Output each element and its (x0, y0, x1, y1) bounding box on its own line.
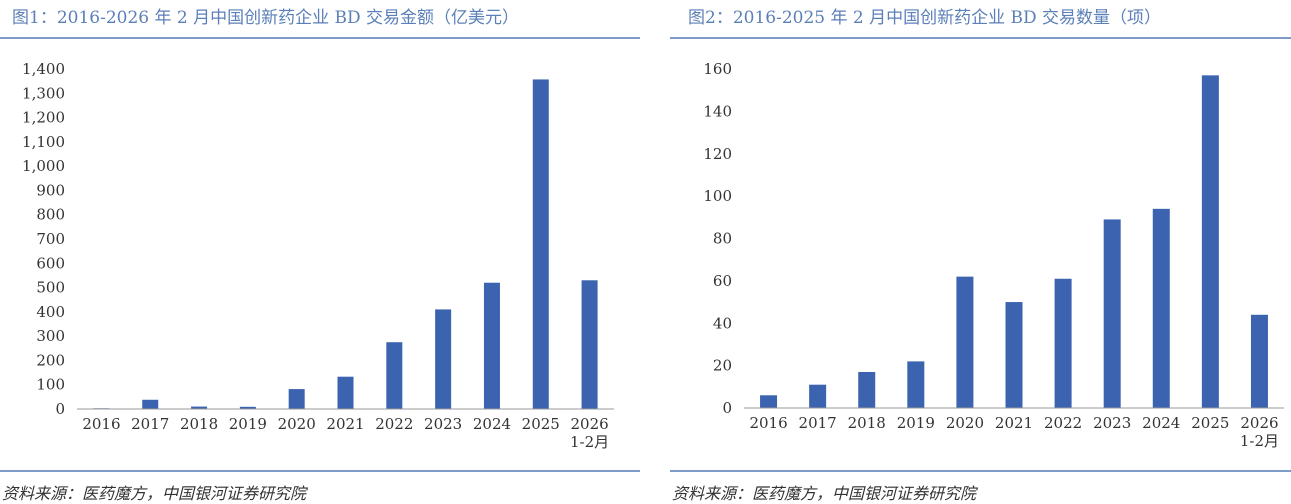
y-tick-label: 20 (713, 357, 732, 375)
y-tick-label: 80 (713, 230, 732, 248)
x-tick-label: 2016 (82, 415, 120, 433)
x-tick-label: 2024 (1142, 414, 1180, 432)
y-tick-label: 1,400 (22, 60, 65, 78)
bar (435, 309, 452, 409)
y-tick-label: 300 (36, 327, 65, 345)
x-tick-label: 2026 (570, 415, 608, 433)
y-tick-label: 900 (36, 181, 65, 199)
source-note: 资料来源：医药魔方，中国银河证券研究院 (2, 484, 307, 503)
title-divider (0, 37, 640, 39)
bar (532, 79, 549, 409)
x-tick-label: 2021 (995, 414, 1033, 432)
x-tick-label: 2019 (229, 415, 267, 433)
x-tick-label: 2018 (848, 414, 886, 432)
x-tick-label: 2022 (375, 415, 413, 433)
bar (288, 389, 305, 409)
x-tick-label: 2016 (749, 414, 787, 432)
bar (483, 282, 500, 409)
y-tick-label: 700 (36, 230, 65, 248)
x-tick-label: 2025 (522, 415, 560, 433)
x-tick-label: 2017 (131, 415, 169, 433)
bar (1250, 314, 1268, 408)
x-tick-label: 2024 (473, 415, 511, 433)
bar (1054, 278, 1072, 408)
x-tick-label: 2025 (1191, 414, 1229, 432)
x-tick-label: 1-2月 (570, 433, 609, 450)
bar (1103, 219, 1121, 408)
bar (191, 406, 208, 409)
y-tick-label: 120 (703, 145, 732, 163)
x-tick-label: 2023 (1093, 414, 1131, 432)
source-note: 资料来源：医药魔方，中国银河证券研究院 (672, 484, 977, 503)
y-tick-label: 100 (36, 376, 65, 394)
x-tick-label: 2020 (278, 415, 316, 433)
y-tick-label: 140 (703, 102, 732, 120)
y-tick-label: 60 (713, 272, 732, 290)
x-tick-label: 1-2月 (1240, 432, 1279, 450)
bottom-divider (670, 470, 1291, 472)
y-tick-label: 40 (713, 314, 732, 332)
y-tick-label: 1,300 (22, 84, 65, 102)
x-tick-label: 2021 (326, 415, 364, 433)
bar (386, 342, 403, 409)
y-tick-label: 100 (703, 187, 732, 205)
x-tick-label: 2020 (946, 414, 984, 432)
y-tick-label: 1,100 (22, 133, 65, 151)
bar-chart-amount: 0 100 200 300 400 500 600 700 800 900 1,000 1,100 1,… (22, 60, 614, 450)
y-tick-label: 800 (36, 206, 65, 224)
y-tick-label: 1,000 (22, 157, 65, 175)
bar (858, 371, 876, 408)
bar (907, 361, 925, 408)
bar (337, 376, 354, 409)
x-tick-label: 2017 (799, 414, 837, 432)
x-tick-label: 2026 (1240, 414, 1278, 432)
bar (581, 280, 598, 409)
y-tick-label: 0 (722, 399, 732, 417)
title-divider (670, 37, 1291, 39)
y-tick-label: 600 (36, 254, 65, 272)
bar (142, 399, 159, 409)
y-tick-label: 400 (36, 303, 65, 321)
x-tick-label: 2023 (424, 415, 462, 433)
x-tick-label: 2022 (1044, 414, 1082, 432)
y-tick-label: 200 (36, 351, 65, 369)
chart-title: 图2：2016-2025 年 2 月中国创新药企业 BD 交易数量（项） (688, 8, 1162, 28)
chart-panel-left: 图1：2016-2026 年 2 月中国创新药企业 BD 交易金额（亿美元） 0… (0, 0, 640, 504)
bar (1152, 208, 1170, 408)
y-tick-label: 0 (55, 400, 65, 418)
bar-chart-count: 0 20 40 60 80 100 120 140 160 2016 2017 2018 2019 202… (703, 60, 1284, 450)
chart-title: 图1：2016-2026 年 2 月中国创新药企业 BD 交易金额（亿美元） (12, 8, 520, 28)
bar (760, 395, 778, 408)
y-tick-label: 160 (703, 60, 732, 78)
bar (1201, 75, 1219, 408)
bar (1005, 302, 1023, 408)
y-tick-label: 500 (36, 279, 65, 297)
chart-panel-right: 图2：2016-2025 年 2 月中国创新药企业 BD 交易数量（项） 0 20… (670, 0, 1291, 504)
x-tick-label: 2018 (180, 415, 218, 433)
bar (956, 276, 974, 408)
bottom-divider (0, 470, 640, 472)
y-tick-label: 1,200 (22, 109, 65, 127)
bar (809, 384, 827, 408)
bar (239, 406, 256, 409)
x-tick-label: 2019 (897, 414, 935, 432)
